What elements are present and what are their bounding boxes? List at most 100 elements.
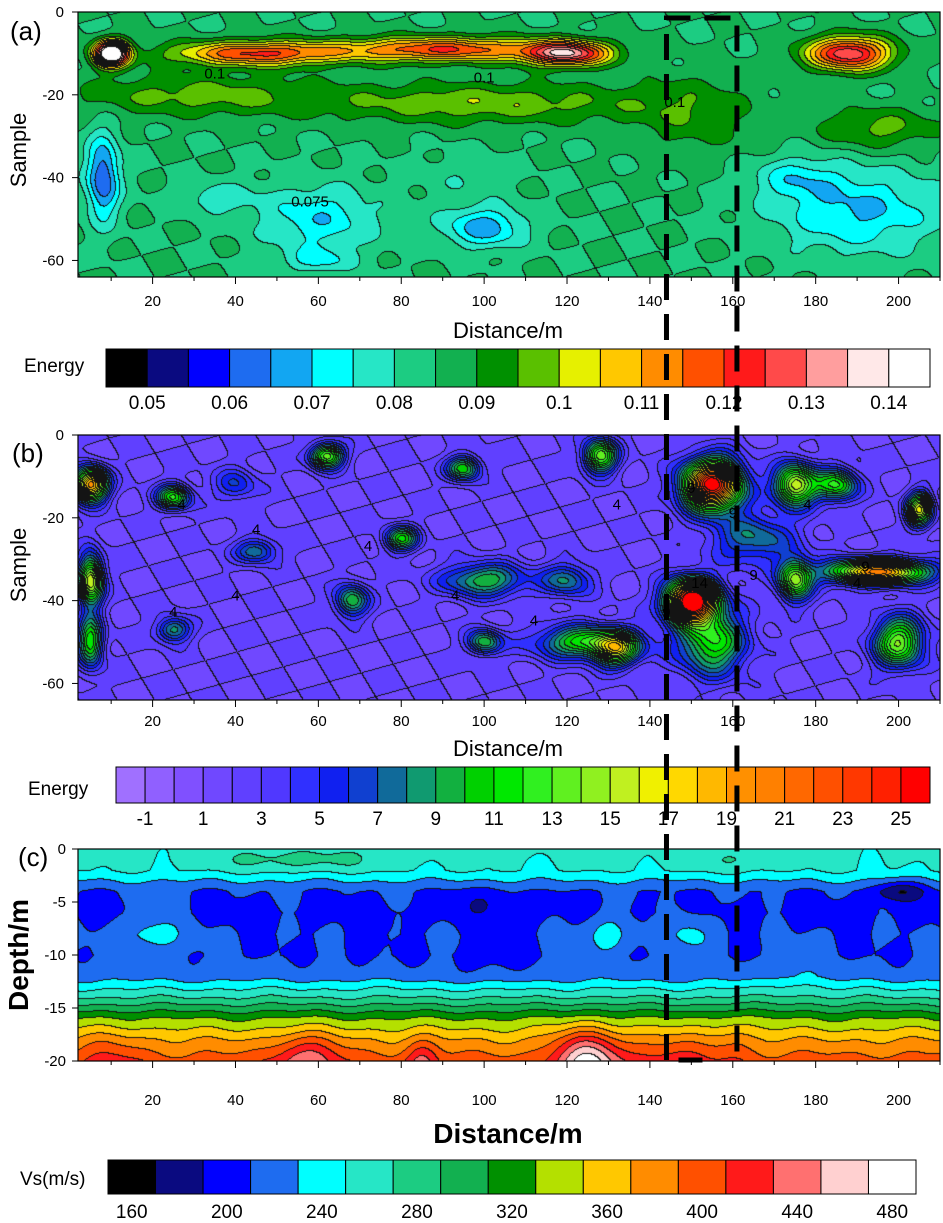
panel-a-contour-label: 0.1 (474, 69, 495, 86)
panel-b-frame (77, 434, 941, 701)
panel-b-x-tick-label: 60 (310, 713, 327, 730)
panel-a-contour-label: 0.075 (291, 194, 329, 211)
panel-a-colorbar-swatch (476, 348, 519, 388)
panel-c-colorbar-swatch (867, 1159, 917, 1195)
panel-b-colorbar-swatch (115, 766, 146, 804)
panel-b-colorbar-swatch (900, 766, 931, 804)
panel-b-colorbar-swatch (202, 766, 233, 804)
panel-a-colorbar-tick-label: 0.05 (129, 393, 166, 414)
panel-a-xlabel: Distance/m (453, 318, 563, 343)
panel-c-x-tick-label: 60 (310, 1092, 327, 1109)
panel-c: (c) Depth/m Distance/m Vs(m/s) (3, 842, 583, 1190)
panel-b-colorbar-tick-label: 5 (314, 809, 325, 830)
panel-b-colorbar-swatch (319, 766, 350, 804)
panel-b-x-tick-label: 180 (803, 713, 828, 730)
panel-a-x-tick-label: 180 (803, 293, 828, 310)
panel-a-colorbar-swatch (599, 348, 643, 388)
panel-a-y-tick-label: -20 (42, 87, 64, 104)
panel-b-contour-label: 4 (613, 497, 621, 514)
panel-a-colorbar-tick-label: 0.08 (376, 393, 413, 414)
panel-a-x-tick-label: 60 (310, 293, 327, 310)
panel-b-colorbar-title: Energy (28, 779, 89, 800)
panel-c-colorbar-swatch (392, 1159, 442, 1195)
panel-b-colorbar-swatch (609, 766, 640, 804)
panel-c-y-tick-label: -15 (44, 1000, 66, 1017)
panel-a-colorbar-swatch (847, 348, 890, 388)
panel-a-colorbar-tick-label: 0.12 (706, 393, 743, 414)
panel-a-label: (a) (10, 16, 42, 46)
panel-c-y-tick-label: 0 (58, 841, 66, 858)
panel-c-colorbar-tick-label: 320 (496, 1202, 528, 1223)
panel-b-contour-label: 14 (691, 575, 708, 592)
panel-c-colorbar-tick-label: 480 (876, 1202, 908, 1223)
panel-a-colorbar-tick-label: 0.1 (546, 393, 572, 414)
panel-b-x-tick-label: 200 (886, 713, 911, 730)
panel-c-x-tick-label: 180 (803, 1092, 828, 1109)
panel-c-x-tick-label: 100 (472, 1092, 497, 1109)
panel-a-colorbar-swatch (187, 348, 231, 388)
panel-b-contour-label: 9 (729, 505, 737, 522)
panel-b-colorbar-swatch (784, 766, 815, 804)
panel-c-y-tick-label: -20 (44, 1053, 66, 1070)
panel-b-colorbar-swatch (144, 766, 175, 804)
panel-c-x-tick-label: 40 (227, 1092, 244, 1109)
panel-a-colorbar-swatch (558, 348, 601, 388)
panel-c-colorbar-tick-label: 360 (591, 1202, 623, 1223)
panel-b-colorbar-tick-label: 25 (890, 809, 911, 830)
panel-b-label: (b) (12, 438, 44, 468)
panel-a-colorbar-swatch (723, 348, 766, 388)
panel-c-x-tick-label: 160 (720, 1092, 745, 1109)
panel-a-colorbar-tick-label: 0.07 (294, 393, 331, 414)
panel-a-colorbar-tick-label: 0.11 (624, 393, 660, 414)
panel-b-y-tick-label: -20 (42, 510, 64, 527)
panel-c-colorbar-swatch (582, 1159, 632, 1195)
panel-c-heatmap (78, 849, 940, 1061)
panel-b-colorbar-tick-label: -1 (137, 809, 154, 830)
panel-a-colorbar-swatch (229, 348, 272, 388)
panel-a-colorbar-swatch (311, 348, 354, 388)
panel-b-colorbar-tick-label: 11 (484, 809, 504, 830)
panel-b-colorbar-swatch (406, 766, 437, 804)
panel-a-colorbar-tick-label: 0.14 (870, 393, 907, 414)
panel-b-contour-label: 4 (252, 521, 260, 538)
panel-a-x-tick-label: 140 (637, 293, 662, 310)
panel-b-colorbar-tick-label: 23 (832, 809, 853, 830)
panel-c-x-tick-label: 120 (555, 1092, 580, 1109)
panel-b-colorbar-swatch (348, 766, 379, 804)
panel-b-contour-label: 9 (687, 480, 695, 497)
panel-b-y-tick-label: -60 (42, 675, 64, 692)
panel-b-colorbar-swatch (522, 766, 553, 804)
panel-b-colorbar-swatch (464, 766, 495, 804)
panel-c-colorbar-swatch (630, 1159, 679, 1195)
panel-b-contour-label: 4 (530, 612, 538, 629)
panel-a-x-tick-label: 40 (227, 293, 244, 310)
panel-c-xlabel: Distance/m (433, 1118, 582, 1149)
panel-b-colorbar-swatch (260, 766, 291, 804)
panel-a-x-tick-label: 200 (886, 293, 911, 310)
panel-c-colorbar-title: Vs(m/s) (20, 1169, 85, 1190)
panel-b-contour-label: 4 (803, 497, 811, 514)
panel-b-contour-label: 4 (231, 588, 239, 605)
panel-c-colorbar-tick-label: 240 (306, 1202, 338, 1223)
panel-b-x-tick-label: 120 (555, 713, 580, 730)
panel-c-y-tick-label: -5 (53, 894, 66, 911)
panel-b-colorbar-tick-label: 15 (600, 809, 621, 830)
panel-b-x-tick-label: 140 (637, 713, 662, 730)
panel-b-colorbar-swatch (842, 766, 873, 804)
panel-a-y-tick-label: -40 (42, 170, 64, 187)
panel-a-colorbar-swatch (146, 348, 189, 388)
panel-b-colorbar-swatch (231, 766, 262, 804)
panel-b-colorbar-tick-label: 9 (430, 809, 441, 830)
panel-a-colorbar-swatch (352, 348, 395, 388)
panel-b-colorbar-swatch (580, 766, 611, 804)
panel-a-x-tick-label: 120 (555, 293, 580, 310)
panel-c-colorbar-tick-label: 400 (686, 1202, 718, 1223)
panel-a-heatmap (78, 12, 940, 277)
panel-c-colorbar-swatch (535, 1159, 584, 1195)
panel-c-colorbar-tick-label: 280 (401, 1202, 433, 1223)
panel-c-colorbar-swatch (820, 1159, 869, 1195)
panel-a-colorbar-swatch (641, 348, 684, 388)
panel-c-colorbar-swatch (725, 1159, 774, 1195)
panel-a-x-tick-label: 80 (393, 293, 410, 310)
panel-c-ylabel: Depth/m (3, 899, 34, 1011)
